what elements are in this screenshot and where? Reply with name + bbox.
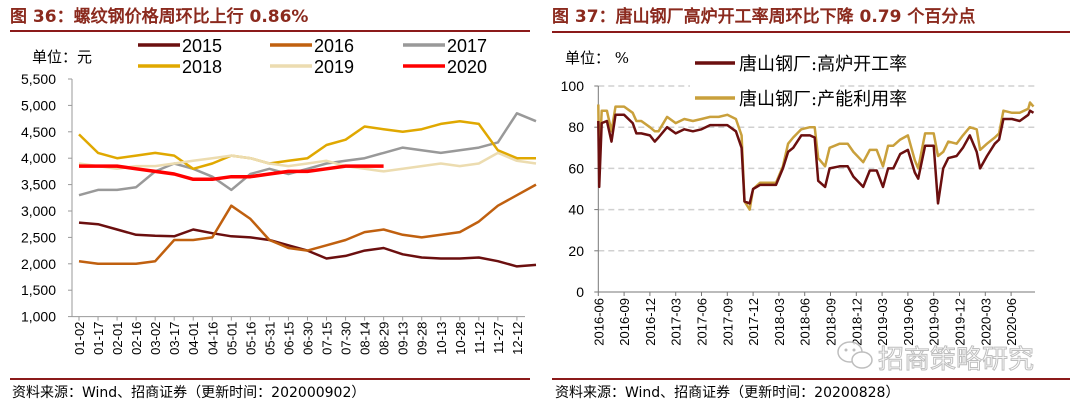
y-tick-label: 100 — [561, 78, 585, 94]
source-note: 资料来源：Wind、招商证券（更新时间：202000902） — [12, 385, 365, 401]
y-tick-label: 3,000 — [21, 203, 56, 219]
legend-label-0: 唐山钢厂:高炉开工率 — [739, 54, 907, 75]
y-tick-label: 20 — [568, 243, 584, 259]
x-tick-label: 01-02 — [72, 322, 87, 355]
y-tick-label: 1,500 — [21, 282, 56, 298]
x-tick-label: 02-16 — [129, 322, 144, 355]
series-line-2020 — [79, 164, 384, 182]
legend-label-2020: 2020 — [447, 57, 487, 77]
axes: 1,000 1,500 2,000 2,500 3,000 3,500 4,000 4,500… — [21, 71, 525, 355]
y-tick-label: 4,500 — [21, 124, 56, 140]
x-tick-label: 08-14 — [358, 322, 373, 355]
wechat-icon — [837, 341, 873, 369]
series-group — [78, 112, 537, 268]
x-tick-label: 2020-06 — [1004, 298, 1019, 346]
x-tick-label: 2020-03 — [978, 298, 993, 346]
legend-label-2019: 2019 — [314, 57, 354, 77]
x-tick-label: 2018-06 — [798, 298, 813, 346]
chart-right-title: 图 37：唐山钢厂高炉开工率周环比下降 0.79 个百分点 — [552, 6, 975, 27]
x-tick-label: 2016-12 — [643, 298, 658, 346]
legend: 2015 2016 2017 2018 2019 2020 — [138, 36, 487, 77]
x-tick-label: 2017-09 — [720, 298, 735, 346]
x-tick-label: 04-16 — [205, 322, 220, 355]
x-tick-label: 11-12 — [472, 322, 487, 354]
series-line-2019 — [78, 151, 537, 173]
series-line-1 — [597, 101, 1035, 211]
x-tick-label: 09-13 — [396, 322, 411, 355]
x-tick-label: 2018-09 — [824, 298, 839, 346]
x-tick-label: 2016-06 — [591, 298, 606, 346]
unit-label: 单位： % — [565, 49, 629, 67]
y-tick-label: 0 — [576, 284, 584, 300]
legend-label-2018: 2018 — [182, 57, 222, 77]
y-tick-label: 3,500 — [21, 177, 56, 193]
x-tick-label: 07-15 — [320, 322, 335, 355]
x-tick-label: 10-28 — [453, 322, 468, 355]
x-tick-label: 01-17 — [91, 322, 106, 355]
x-tick-label: 05-01 — [224, 322, 239, 355]
x-tick-label: 2019-09 — [927, 298, 942, 346]
x-tick-label: 07-30 — [339, 322, 354, 355]
x-tick-label: 02-01 — [110, 322, 125, 355]
y-tick-label: 5,500 — [21, 71, 56, 87]
x-tick-label: 03-17 — [167, 322, 182, 355]
x-tick-label: 10-13 — [434, 322, 449, 355]
legend-label-1: 唐山钢厂:产能利用率 — [739, 89, 907, 110]
x-tick-label: 08-29 — [377, 322, 392, 355]
y-tick-label: 4,000 — [21, 150, 56, 166]
chart-right: 图 37：唐山钢厂高炉开工率周环比下降 0.79 个百分点 单位： % 0 20 4… — [552, 6, 1070, 401]
y-tick-label: 2,500 — [21, 229, 56, 245]
series-line-2018 — [78, 119, 536, 171]
x-tick-label: 04-01 — [186, 322, 201, 355]
x-tick-label: 2016-09 — [617, 298, 632, 346]
x-tick-label: 2018-03 — [772, 298, 787, 346]
legend-label-2016: 2016 — [314, 36, 354, 56]
x-tick-label: 2017-12 — [746, 298, 761, 346]
x-tick-label: 2019-03 — [875, 298, 890, 346]
x-tick-label: 11-27 — [491, 322, 506, 354]
legend-label-2017: 2017 — [447, 36, 487, 56]
source-note: 资料来源：Wind、招商证券（更新时间：20200828） — [555, 385, 899, 401]
series-group — [597, 101, 1035, 211]
x-tick-label: 05-31 — [262, 322, 277, 355]
watermark-text: 招商策略研究 — [878, 345, 1034, 375]
x-tick-label: 2017-06 — [695, 298, 710, 346]
axes: 0 20 40 60 80 100 2016-06 2016-09 2016-12 2017-03… — [561, 78, 1035, 346]
y-tick-label: 40 — [568, 202, 584, 218]
y-tick-label: 2,000 — [21, 256, 56, 272]
x-tick-label: 2018-12 — [849, 298, 864, 346]
chart-left: 图 36：螺纹钢价格周环比上行 0.86% 单位：元 2015 2016 20172… — [10, 6, 537, 401]
y-tick-label: 80 — [568, 119, 584, 135]
x-tick-label: 06-15 — [281, 322, 296, 355]
y-tick-label: 5,000 — [21, 97, 56, 113]
unit-label: 单位：元 — [32, 48, 92, 66]
x-tick-label: 09-28 — [415, 322, 430, 355]
x-tick-label: 03-02 — [148, 322, 163, 355]
x-tick-label: 2019-12 — [953, 298, 968, 346]
y-tick-label: 60 — [568, 160, 584, 176]
x-tick-label: 12-12 — [510, 322, 525, 355]
series-line-0 — [597, 109, 1035, 205]
x-tick-label: 05-16 — [243, 322, 258, 355]
y-tick-label: 1,000 — [21, 309, 56, 325]
series-line-2016 — [78, 183, 537, 266]
legend-label-2015: 2015 — [182, 36, 222, 56]
x-tick-label: 06-30 — [300, 322, 315, 355]
watermark: 招商策略研究 — [837, 341, 1035, 376]
x-tick-label: 2019-06 — [901, 298, 916, 346]
x-tick-label: 2017-03 — [669, 298, 684, 346]
chart-left-title: 图 36：螺纹钢价格周环比上行 0.86% — [10, 6, 308, 27]
